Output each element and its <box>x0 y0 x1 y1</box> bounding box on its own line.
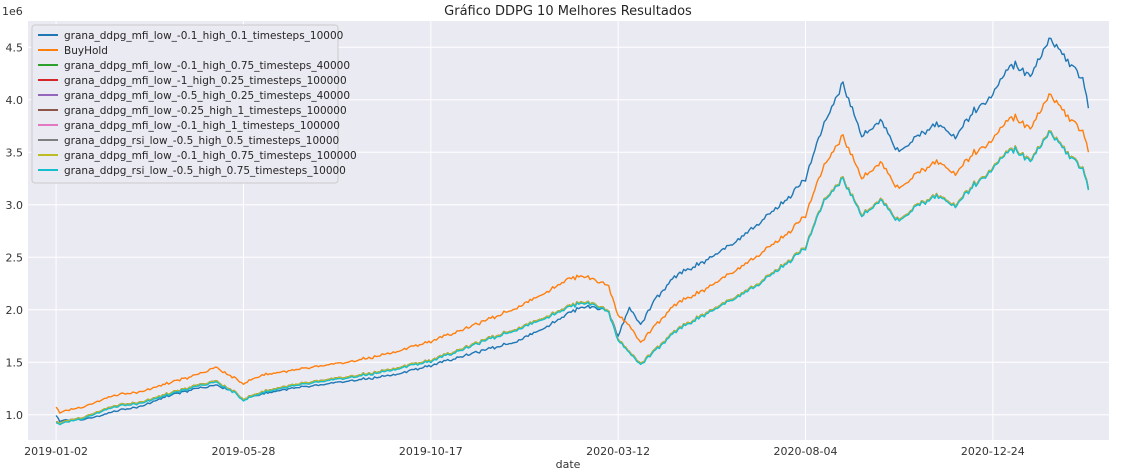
x-tick-label: 2019-10-17 <box>399 445 463 458</box>
legend-label: BuyHold <box>64 45 108 57</box>
y-tick-label: 2.5 <box>6 251 24 264</box>
y-tick-label: 1.5 <box>6 356 24 369</box>
y-axis-ticks: 1.0 1.5 2.0 2.5 3.0 3.5 4.0 4.5 <box>6 41 24 422</box>
x-tick-label: 2020-03-12 <box>586 445 650 458</box>
legend: grana_ddpg_mfi_low_-0.1_high_0.1_timeste… <box>31 24 357 184</box>
x-axis-label: date <box>556 458 581 471</box>
legend-label: grana_ddpg_mfi_low_-1_high_0.25_timestep… <box>64 75 347 87</box>
legend-label: grana_ddpg_mfi_low_-0.5_high_0.25_timest… <box>64 90 350 102</box>
x-tick-label: 2019-05-28 <box>211 445 275 458</box>
legend-label: grana_ddpg_mfi_low_-0.25_high_1_timestep… <box>64 105 347 117</box>
legend-label: grana_ddpg_mfi_low_-0.1_high_1_timesteps… <box>64 120 340 132</box>
series-line-8 <box>55 130 1090 425</box>
y-tick-label: 3.0 <box>6 199 24 212</box>
series-lines <box>55 37 1090 426</box>
x-tick-label: 2020-12-24 <box>961 445 1025 458</box>
series-line-1 <box>55 93 1090 414</box>
y-tick-label: 2.0 <box>6 304 24 317</box>
y-tick-label: 1.0 <box>6 409 24 422</box>
y-offset-label: 1e6 <box>2 5 23 18</box>
legend-label: grana_ddpg_mfi_low_-0.1_high_0.1_timeste… <box>64 30 343 42</box>
y-tick-label: 3.5 <box>6 146 24 159</box>
legend-label: grana_ddpg_rsi_low_-0.5_high_0.75_timest… <box>64 165 346 177</box>
legend-label: grana_ddpg_mfi_low_-0.1_high_0.75_timest… <box>64 60 350 72</box>
x-tick-label: 2020-08-04 <box>774 445 838 458</box>
series-line-9 <box>55 131 1090 426</box>
legend-label: grana_ddpg_mfi_low_-0.1_high_0.75_timest… <box>64 150 357 162</box>
chart-title: Gráfico DDPG 10 Melhores Resultados <box>444 4 692 19</box>
x-tick-label: 2019-01-02 <box>24 445 88 458</box>
y-tick-label: 4.0 <box>6 94 24 107</box>
x-axis-ticks: 2019-01-02 2019-05-28 2019-10-17 2020-03-12… <box>24 445 1025 458</box>
legend-box <box>31 24 339 184</box>
legend-label: grana_ddpg_rsi_low_-0.5_high_0.5_timeste… <box>64 135 339 147</box>
y-tick-label: 4.5 <box>6 41 24 54</box>
